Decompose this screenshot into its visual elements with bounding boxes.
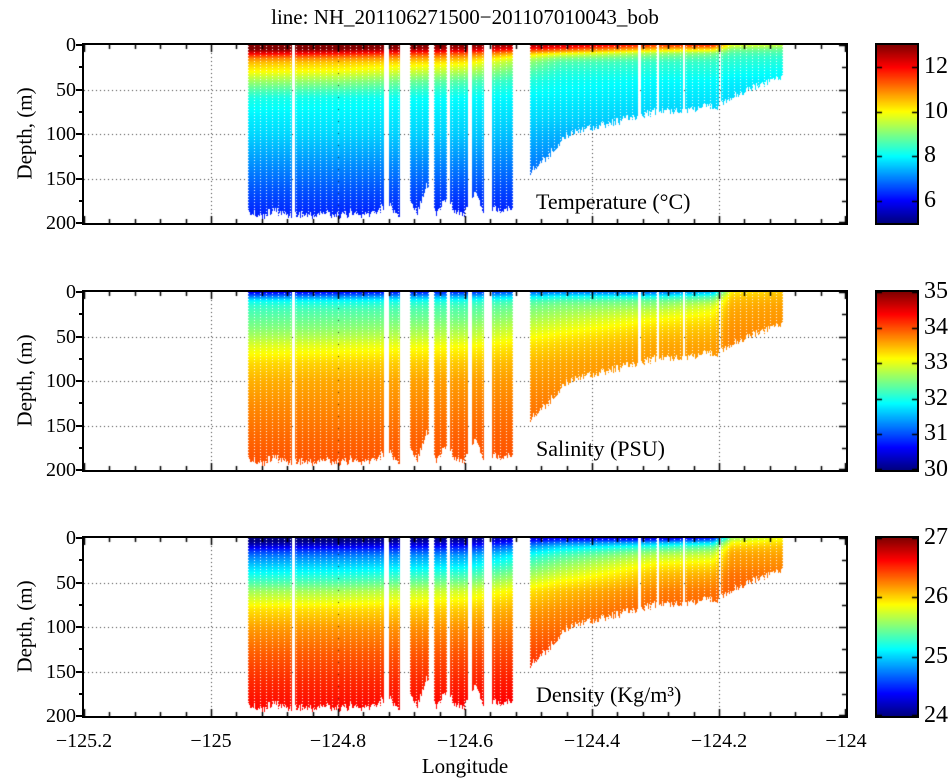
y-major-tick	[76, 424, 84, 427]
salinity-colorbar	[875, 290, 919, 472]
colorbar-tick-label: 33	[924, 349, 948, 376]
temperature-plot-area: Temperature (°C)	[82, 43, 848, 225]
colorbar-tick-label: 10	[924, 97, 948, 124]
y-minor-tick	[79, 357, 84, 360]
y-tick-label: 150	[46, 167, 76, 190]
y-minor-tick	[79, 692, 84, 695]
y-major-tick	[76, 177, 84, 180]
y-tick-label: 150	[46, 414, 76, 437]
y-tick-label: 200	[46, 212, 76, 234]
colorbar-tick-label: 32	[924, 384, 948, 411]
y-minor-tick	[79, 446, 84, 449]
y-tick-label: 0	[66, 527, 76, 549]
temperature-heatmap-canvas	[84, 45, 846, 223]
x-tick-label: −124.2	[690, 730, 748, 752]
y-tick-label: 200	[46, 705, 76, 727]
temperature-colorbar	[875, 43, 919, 225]
y-major-tick	[76, 133, 84, 135]
colorbar-tick-label: 6	[924, 186, 936, 213]
y-minor-tick	[79, 110, 84, 113]
temperature-annotation: Temperature (°C)	[536, 189, 691, 214]
colorbar-tick-label: 26	[924, 583, 948, 610]
y-major-tick	[76, 335, 84, 338]
y-tick-label: 150	[46, 660, 76, 683]
x-tick-label: −125	[190, 730, 232, 752]
figure-title: line: NH_201106271500−201107010043_bob	[271, 5, 659, 29]
y-tick-label: 100	[46, 123, 76, 145]
density-plot-area: Density (Kg/m³)	[82, 536, 848, 718]
colorbar-tick-label: 8	[924, 142, 936, 169]
y-major-tick	[76, 222, 84, 224]
y-minor-tick	[79, 199, 84, 202]
y-tick-label: 200	[46, 459, 76, 481]
colorbar-tick-label: 25	[924, 642, 948, 669]
density-colorbar-canvas	[877, 538, 917, 716]
y-tick-label: 100	[46, 616, 76, 638]
y-major-tick	[76, 626, 84, 628]
colorbar-tick-label: 30	[924, 456, 948, 482]
y-tick-label: 0	[66, 281, 76, 303]
x-tick-label: −124.6	[436, 730, 494, 752]
y-minor-tick	[79, 648, 84, 651]
colorbar-tick-label: 35	[924, 278, 948, 304]
y-tick-label: 100	[46, 370, 76, 392]
y-minor-tick	[79, 603, 84, 606]
temperature-colorbar-canvas	[877, 45, 917, 223]
colorbar-tick-label: 12	[924, 53, 948, 80]
x-tick-label: −124.4	[563, 730, 621, 752]
x-tick-label: −125.2	[55, 730, 113, 752]
x-tick-label: −124	[825, 730, 867, 752]
x-tick-label: −124.8	[309, 730, 367, 752]
y-tick-label: 0	[66, 34, 76, 56]
y-tick-label: 50	[56, 571, 76, 594]
y-major-tick	[76, 715, 84, 717]
y-major-tick	[76, 44, 84, 46]
y-major-tick	[76, 670, 84, 673]
y-major-tick	[76, 581, 84, 584]
x-axis-label: Longitude	[421, 754, 509, 778]
y-major-tick	[76, 380, 84, 382]
density-colorbar	[875, 536, 919, 718]
density-annotation: Density (Kg/m³)	[536, 682, 682, 707]
colorbar-tick-label: 24	[924, 702, 948, 728]
salinity-annotation: Salinity (PSU)	[536, 436, 665, 461]
y-major-tick	[76, 291, 84, 293]
y-tick-label: 50	[56, 78, 76, 101]
y-major-tick	[76, 469, 84, 471]
y-major-tick	[76, 88, 84, 91]
y-minor-tick	[79, 155, 84, 158]
y-major-tick	[76, 537, 84, 539]
y-tick-label: 50	[56, 325, 76, 348]
colorbar-tick-label: 31	[924, 420, 948, 447]
salinity-plot-area: Salinity (PSU)	[82, 290, 848, 472]
salinity-heatmap-canvas	[84, 292, 846, 470]
salinity-colorbar-canvas	[877, 292, 917, 470]
colorbar-tick-label: 34	[924, 313, 948, 340]
colorbar-tick-label: 27	[924, 524, 948, 550]
y-minor-tick	[79, 66, 84, 69]
density-heatmap-canvas	[84, 538, 846, 716]
y-minor-tick	[79, 559, 84, 562]
y-minor-tick	[79, 402, 84, 405]
y-minor-tick	[79, 313, 84, 316]
